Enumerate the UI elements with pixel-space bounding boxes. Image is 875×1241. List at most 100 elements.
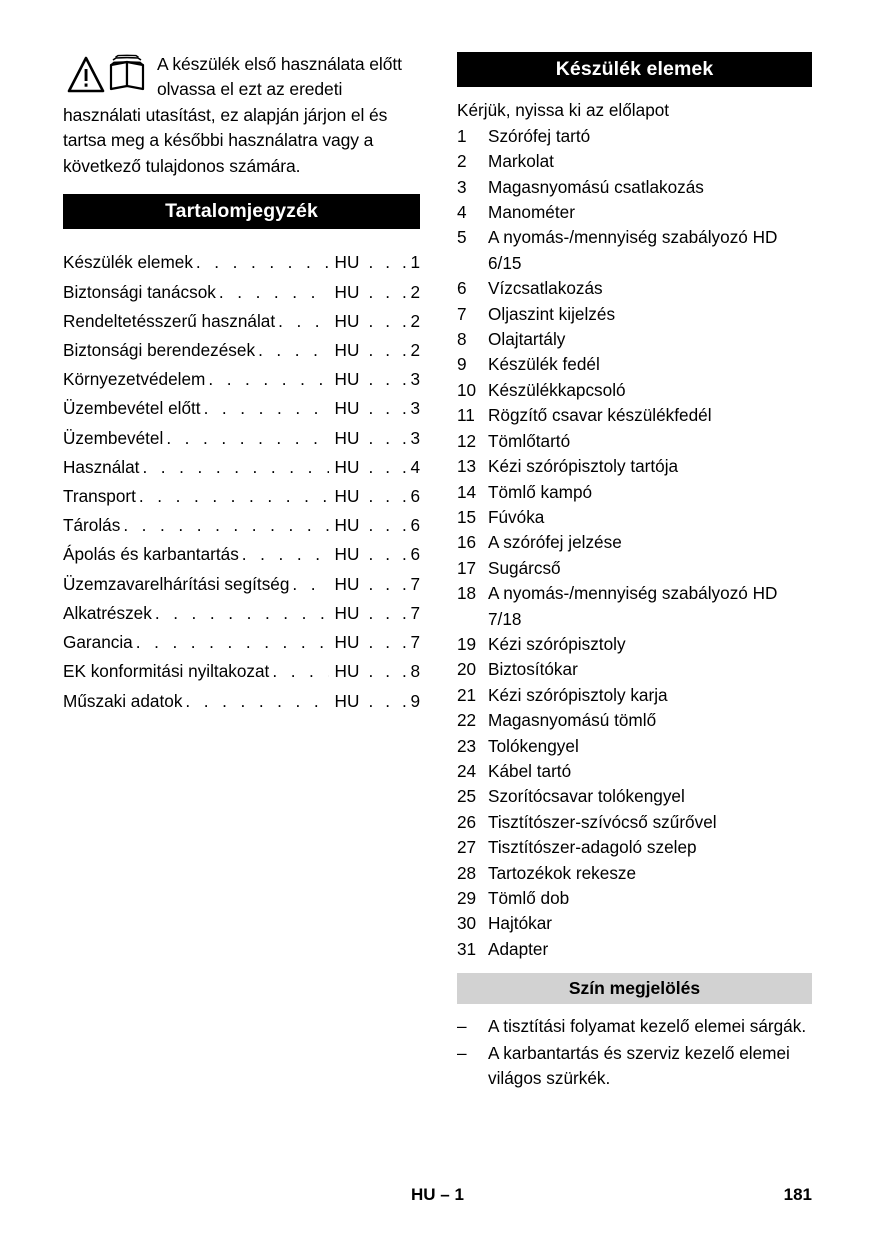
parts-heading: Készülék elemek <box>457 52 812 88</box>
toc-entry[interactable]: Biztonsági berendezések. . . . . . . . .… <box>63 336 420 365</box>
toc-entry[interactable]: Üzembevétel. . . . . . . . . . . . . . .… <box>63 424 420 453</box>
list-item: 17 Sugárcső <box>457 556 812 581</box>
list-item-label: Szórófej tartó <box>488 125 591 146</box>
list-item-number: 10 <box>457 379 477 400</box>
toc-entry-title: Biztonsági tanácsok <box>63 281 216 302</box>
list-item-label: Fúvóka <box>488 506 545 527</box>
toc-entry-page: . . .7 <box>369 628 420 657</box>
toc-entry-language: HU <box>334 544 360 565</box>
toc-entry[interactable]: Műszaki adatok. . . . . . . . . . . . . … <box>63 687 420 716</box>
list-item-number: 6 <box>457 278 467 299</box>
list-item: 21 Kézi szórópisztoly karja <box>457 683 812 708</box>
list-item-label: Kézi szórópisztoly <box>488 633 626 654</box>
toc-page-value: 2 <box>410 310 420 331</box>
bullet-dash-icon: – <box>457 1042 467 1063</box>
toc-entry[interactable]: Üzemzavarelhárítási segítség. . . . . . … <box>63 570 420 599</box>
list-item-number: 21 <box>457 684 477 705</box>
list-item-label: Készülék fedél <box>488 354 600 375</box>
toc-entry[interactable]: Transport. . . . . . . . . . . . . . . .… <box>63 482 420 511</box>
list-item-label: Tartozékok rekesze <box>488 862 637 883</box>
toc-leader-dots: . . . . . . . . . . . . . . . . . . . . … <box>258 340 328 361</box>
toc-page-value: 7 <box>410 632 420 653</box>
list-item: 15 Fúvóka <box>457 505 812 530</box>
list-item: 19 Kézi szórópisztoly <box>457 632 812 657</box>
toc-page-value: 6 <box>410 486 420 507</box>
list-item-label: A nyomás-/mennyiség szabályozó HD 6/15 <box>488 227 778 273</box>
toc-entry-title: Ápolás és karbantartás <box>63 544 239 565</box>
list-item-number: 5 <box>457 227 467 248</box>
list-item-label: Vízcsatlakozás <box>488 278 603 299</box>
list-item-number: 11 <box>457 405 475 426</box>
toc-entry-page: . . .7 <box>369 599 420 628</box>
toc-page-dots: . . . <box>368 602 411 623</box>
list-item: 6 Vízcsatlakozás <box>457 276 812 301</box>
list-item-label: A nyomás-/mennyiség szabályozó HD 7/18 <box>488 583 778 629</box>
toc-entry-language: HU <box>334 515 360 536</box>
list-item-number: 25 <box>457 786 477 807</box>
toc-entry[interactable]: Készülék elemek. . . . . . . . . . . . .… <box>63 248 420 277</box>
list-item-label: Markolat <box>488 151 554 172</box>
toc-leader-dots: . . . . . . . . . . . . . . . . . . . . … <box>195 252 329 273</box>
toc-page-value: 1 <box>410 252 420 273</box>
toc-leader-dots: . . . . . . . . . . . . . . . . . . . . … <box>272 661 328 682</box>
toc-page-value: 4 <box>410 456 420 477</box>
list-item-label: Oljaszint kijelzés <box>488 303 616 324</box>
toc-entry-language: HU <box>334 573 360 594</box>
toc-entry-page: . . .4 <box>369 453 420 482</box>
list-item: 26 Tisztítószer-szívócső szűrővel <box>457 810 812 835</box>
list-item-label: Kézi szórópisztoly karja <box>488 684 668 705</box>
toc-page-dots: . . . <box>368 515 411 536</box>
toc-entry[interactable]: Használat. . . . . . . . . . . . . . . .… <box>63 453 420 482</box>
toc-entry[interactable]: Garancia. . . . . . . . . . . . . . . . … <box>63 628 420 657</box>
toc-leader-dots: . . . . . . . . . . . . . . . . . . . . … <box>218 281 329 302</box>
toc-entry[interactable]: Környezetvédelem. . . . . . . . . . . . … <box>63 365 420 394</box>
toc-entry-language: HU <box>334 456 360 477</box>
toc-entry-language: HU <box>334 369 360 390</box>
toc-entry-title: Transport <box>63 486 136 507</box>
list-item-number: 4 <box>457 202 467 223</box>
toc-entry-page: . . .6 <box>369 540 420 569</box>
list-item: 3 Magasnyomású csatlakozás <box>457 175 812 200</box>
toc-entry-title: Üzembevétel előtt <box>63 398 201 419</box>
toc-leader-dots: . . . . . . . . . . . . . . . . . . . . … <box>138 486 329 507</box>
toc-entry-page: . . .1 <box>369 248 420 277</box>
list-item: 24 Kábel tartó <box>457 759 812 784</box>
list-item-number: 3 <box>457 176 467 197</box>
list-item-label: Rögzítő csavar készülékfedél <box>488 405 712 426</box>
parts-list: 1 Szórófej tartó 2 Markolat 3 Magasnyomású cs… <box>457 124 812 962</box>
toc-entry-title: Használat <box>63 456 140 477</box>
toc-page-value: 3 <box>410 398 420 419</box>
list-item-number: 20 <box>457 659 477 680</box>
parts-lead-text: Kérjük, nyissa ki az előlapot <box>457 100 670 121</box>
list-item-label: Szorítócsavar tolókengyel <box>488 786 685 807</box>
list-item: 12 Tömlőtartó <box>457 429 812 454</box>
toc-entry[interactable]: Rendeltetésszerű használat. . . . . . . … <box>63 307 420 336</box>
toc-leader-dots: . . . . . . . . . . . . . . . . . . . . … <box>185 690 328 711</box>
toc-leader-dots: . . . . . . . . . . . . . . . . . . . . … <box>203 398 329 419</box>
warning-triangle-icon <box>67 56 105 93</box>
toc-entry-title: Garancia <box>63 632 133 653</box>
toc-entry[interactable]: Ápolás és karbantartás. . . . . . . . . … <box>63 540 420 569</box>
list-item: 29 Tömlő dob <box>457 886 812 911</box>
bullet-item: – A tisztítási folyamat kezelő elemei sár… <box>457 1014 812 1039</box>
list-item: 14 Tömlő kampó <box>457 480 812 505</box>
list-item: 30 Hajtókar <box>457 911 812 936</box>
toc-leader-dots: . . . . . . . . . . . . . . . . . . . . … <box>154 602 329 623</box>
list-item-number: 14 <box>457 481 477 502</box>
list-item: 2 Markolat <box>457 149 812 174</box>
toc-entry[interactable]: Üzembevétel előtt. . . . . . . . . . . .… <box>63 394 420 423</box>
toc-entry-language: HU <box>334 340 360 361</box>
list-item: 7 Oljaszint kijelzés <box>457 302 812 327</box>
toc-entry[interactable]: EK konformitási nyiltakozat. . . . . . .… <box>63 657 420 686</box>
list-item-number: 13 <box>457 456 477 477</box>
toc-entry[interactable]: Biztonsági tanácsok. . . . . . . . . . .… <box>63 278 420 307</box>
list-item-number: 28 <box>457 862 477 883</box>
toc-page-dots: . . . <box>368 544 411 565</box>
toc-entry-language: HU <box>334 252 360 273</box>
toc-leader-dots: . . . . . . . . . . . . . . . . . . . . … <box>142 456 328 477</box>
toc-entry-language: HU <box>334 281 360 302</box>
toc-leader-dots: . . . . . . . . . . . . . . . . . . . . … <box>135 632 329 653</box>
toc-entry[interactable]: Alkatrészek. . . . . . . . . . . . . . .… <box>63 599 420 628</box>
toc-entry[interactable]: Tárolás. . . . . . . . . . . . . . . . .… <box>63 511 420 540</box>
toc-page-dots: . . . <box>368 456 411 477</box>
